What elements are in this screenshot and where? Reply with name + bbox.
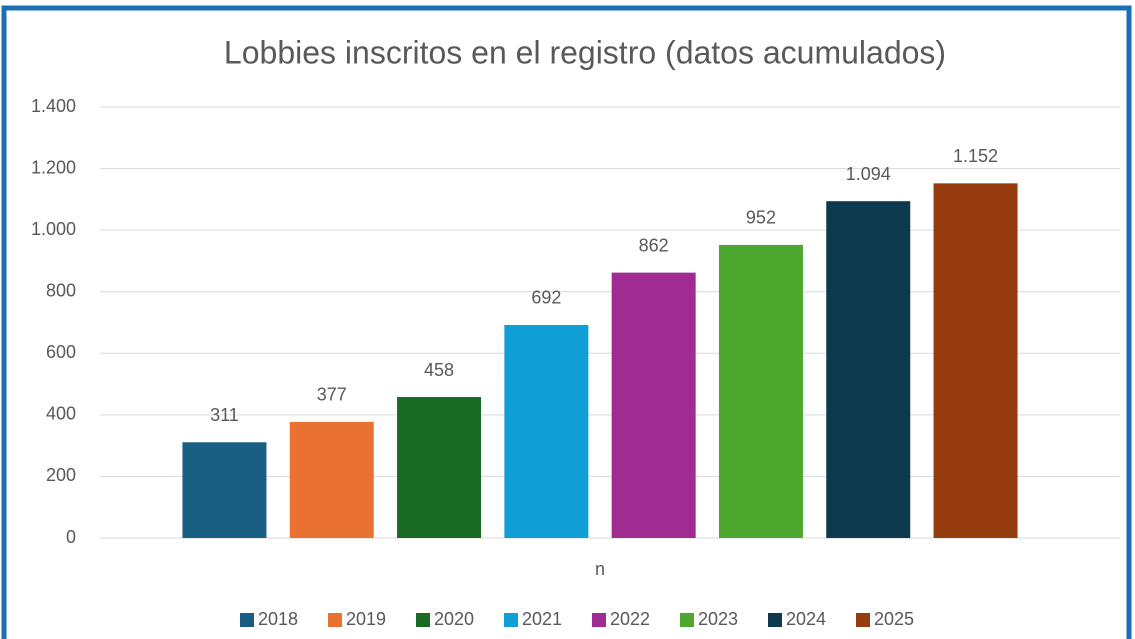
x-tick-label: n: [595, 559, 605, 579]
frame: [1, 5, 1132, 639]
legend-swatch: [416, 613, 430, 627]
bar: [289, 421, 374, 538]
y-tick-label: 1.400: [31, 96, 76, 116]
legend-swatch: [592, 613, 606, 627]
legend-swatch: [328, 613, 342, 627]
y-tick-label: 0: [66, 527, 76, 547]
legend-label: 2024: [786, 609, 826, 629]
value-label: 862: [639, 235, 669, 255]
bar: [504, 324, 589, 538]
value-label: 1.152: [953, 146, 998, 166]
value-label: 311: [210, 405, 239, 425]
legend-label: 2021: [522, 609, 562, 629]
legend-swatch: [856, 613, 870, 627]
bar: [718, 244, 803, 539]
legend-swatch: [240, 613, 254, 627]
bar: [933, 183, 1018, 538]
bar: [611, 272, 696, 538]
y-tick-label: 1.200: [31, 157, 76, 177]
value-label: 377: [317, 385, 347, 405]
value-label: 458: [424, 360, 454, 380]
legend-swatch: [768, 613, 782, 627]
legend-label: 2025: [874, 609, 914, 629]
legend-label: 2019: [346, 609, 386, 629]
y-tick-label: 400: [46, 404, 76, 424]
y-tick-label: 200: [46, 465, 76, 485]
y-tick-label: 1.000: [31, 219, 76, 239]
legend-label: 2020: [434, 609, 474, 629]
y-tick-label: 800: [46, 280, 76, 300]
bar: [182, 442, 267, 538]
value-label: 952: [746, 208, 776, 228]
legend-swatch: [504, 613, 518, 627]
bar: [826, 201, 911, 538]
legend-label: 2022: [610, 609, 650, 629]
legend-swatch: [680, 613, 694, 627]
value-label: 1.094: [846, 164, 891, 184]
bar: [397, 397, 482, 538]
value-label: 692: [531, 288, 561, 308]
chart-title: Lobbies inscritos en el registro (datos …: [224, 34, 946, 70]
legend-label: 2018: [258, 609, 298, 629]
y-tick-label: 600: [46, 342, 76, 362]
legend-label: 2023: [698, 609, 738, 629]
